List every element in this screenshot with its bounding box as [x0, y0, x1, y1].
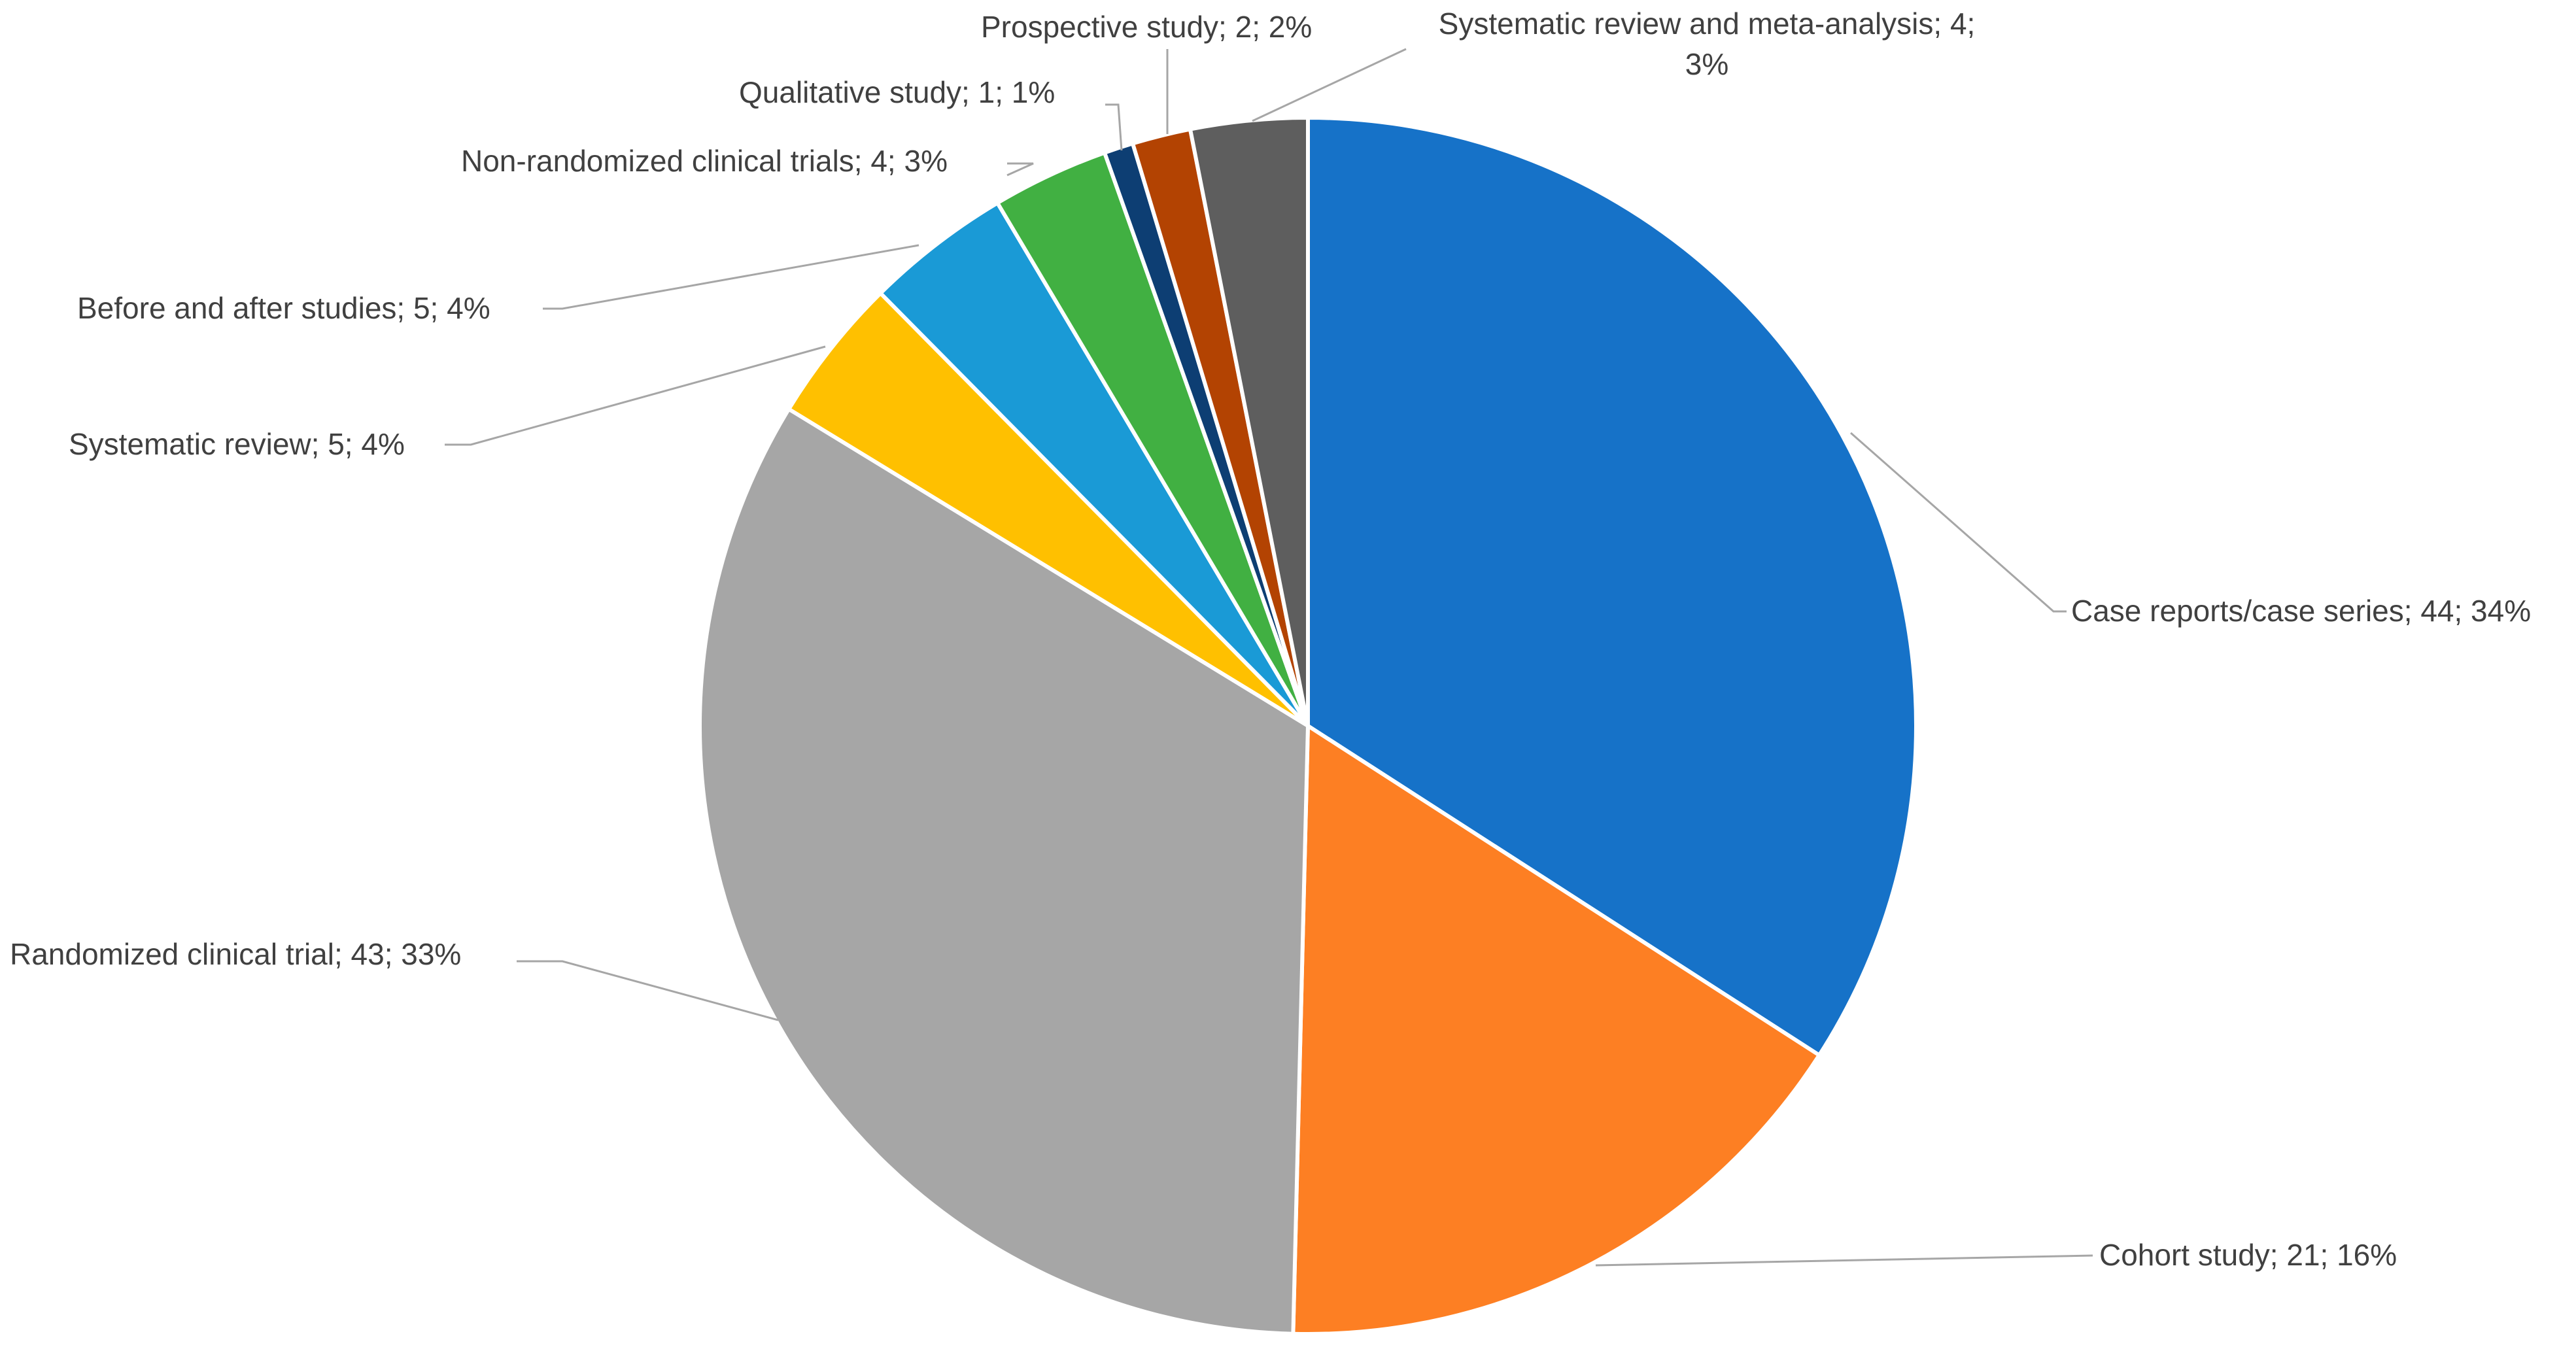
leader-line-cohort-study — [1595, 1254, 2093, 1267]
data-labels: Case reports/case series; 44; 34% Cohort … — [10, 7, 2531, 1272]
pie-slice-systematic-review-and-meta-analysis — [1188, 115, 1310, 727]
data-label-case-reports-case-series: Case reports/case series; 44; 34% — [2071, 594, 2531, 628]
data-label-cohort-study: Cohort study; 21; 16% — [2099, 1238, 2397, 1272]
pie-slice-before-and-after-studies — [878, 200, 1310, 728]
pie-slice-case-reports-case-series — [1306, 115, 1918, 1058]
leader-line-systematic-review-and-meta-analysis — [1252, 48, 1407, 122]
pie-slice-randomized-clinical-trial — [698, 406, 1311, 1336]
data-label-line: 3% — [1685, 47, 1728, 81]
leader-line-qualitative-study — [1105, 103, 1123, 151]
leader-line-non-randomized-clinical-trials — [1006, 162, 1034, 177]
leader-line-systematic-review — [445, 345, 826, 446]
data-label-prospective-study: Prospective study; 2; 2% — [981, 10, 1312, 44]
data-label-non-randomized-clinical-trials: Non-randomized clinical trials; 4; 3% — [461, 144, 948, 178]
data-label-randomized-clinical-trial: Randomized clinical trial; 43; 33% — [10, 937, 461, 971]
data-label-before-and-after-studies: Before and after studies; 5; 4% — [77, 291, 490, 325]
pie-slices — [698, 115, 1918, 1336]
leader-line-before-and-after-studies — [543, 244, 919, 310]
leader-line-randomized-clinical-trial — [517, 960, 779, 1021]
data-label-systematic-review-and-meta-analysis: Systematic review and meta-analysis; 4; 3… — [1439, 7, 1976, 81]
pie-slice-cohort-study — [1291, 722, 1822, 1336]
leader-line-case-reports-case-series — [1850, 432, 2067, 613]
pie-slice-systematic-review — [786, 290, 1310, 728]
leader-lines — [445, 48, 2093, 1267]
data-label-line: Systematic review and meta-analysis; 4; — [1439, 7, 1976, 41]
data-label-qualitative-study: Qualitative study; 1; 1% — [739, 75, 1055, 109]
data-label-systematic-review: Systematic review; 5; 4% — [69, 427, 405, 461]
